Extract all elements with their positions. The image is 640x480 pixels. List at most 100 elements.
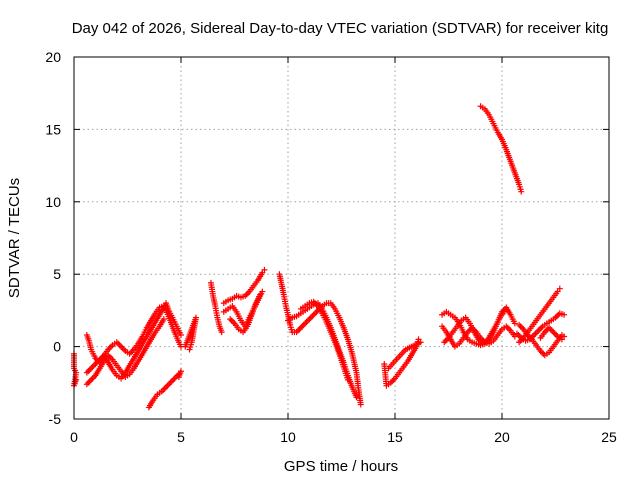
data-layer: [71, 103, 568, 411]
data-point: [119, 345, 126, 352]
x-tick-label: 0: [70, 429, 78, 445]
series-arc-j: [227, 291, 264, 336]
data-point: [163, 384, 170, 391]
data-point: [551, 330, 558, 337]
data-point: [294, 327, 301, 334]
data-point: [171, 375, 178, 382]
data-point: [88, 365, 95, 372]
data-point: [167, 379, 174, 386]
data-point: [116, 342, 123, 349]
data-point: [120, 346, 127, 353]
data-point: [90, 362, 97, 369]
data-point: [501, 308, 508, 315]
data-point: [170, 376, 177, 383]
data-point: [385, 365, 392, 372]
series-arc-e: [145, 368, 184, 411]
data-point: [228, 317, 235, 324]
data-point: [390, 376, 397, 383]
data-point: [504, 324, 511, 331]
data-point: [550, 329, 557, 336]
x-axis-label: GPS time / hours: [284, 458, 398, 475]
series-arc-u: [513, 310, 568, 344]
data-point: [257, 291, 264, 298]
data-point: [555, 311, 562, 318]
data-point: [442, 337, 449, 344]
x-tick-label: 25: [601, 429, 617, 445]
data-point: [561, 333, 568, 340]
data-point: [536, 326, 543, 333]
data-point: [106, 345, 113, 352]
series-arc-d: [83, 316, 167, 388]
x-tick-label: 15: [387, 429, 403, 445]
series-arc-a: [71, 350, 80, 389]
data-point: [230, 318, 237, 325]
series-arc-k: [276, 271, 364, 408]
data-point: [245, 290, 252, 297]
data-point: [83, 369, 90, 376]
y-tick-label: 20: [45, 49, 61, 65]
data-point: [88, 376, 95, 383]
data-point: [516, 321, 523, 328]
data-point: [515, 332, 522, 339]
data-point: [89, 363, 96, 370]
data-point: [85, 368, 92, 375]
data-point: [165, 381, 172, 388]
data-point: [186, 346, 193, 353]
series-arc-h: [220, 266, 268, 307]
data-point: [389, 378, 396, 385]
data-point: [511, 320, 518, 327]
data-point: [307, 314, 314, 321]
data-point: [535, 327, 542, 334]
data-point: [543, 327, 550, 334]
data-point: [227, 316, 234, 323]
data-point: [86, 378, 93, 385]
data-point: [218, 329, 225, 336]
data-point: [547, 326, 554, 333]
data-point: [83, 381, 90, 388]
data-point: [299, 323, 306, 330]
data-point: [309, 313, 316, 320]
y-tick-label: 15: [45, 121, 61, 137]
data-point: [344, 376, 351, 383]
series-arc-r: [477, 103, 525, 195]
series-arc-g: [207, 279, 225, 336]
data-point: [548, 327, 555, 334]
data-point: [168, 378, 175, 385]
data-point: [357, 401, 364, 408]
data-point: [161, 385, 168, 392]
y-tick-label: 5: [53, 266, 61, 282]
data-point: [302, 320, 309, 327]
x-tick-label: 10: [280, 429, 296, 445]
data-point: [533, 329, 540, 336]
data-point: [306, 316, 313, 323]
data-point: [164, 382, 171, 389]
data-point: [296, 326, 303, 333]
data-point: [297, 324, 304, 331]
data-point: [441, 339, 448, 346]
series-arc-n: [381, 336, 424, 389]
data-point: [303, 318, 310, 325]
series-arc-m: [297, 298, 351, 383]
x-tick-label: 5: [177, 429, 185, 445]
data-point: [85, 379, 92, 386]
data-point: [108, 343, 115, 350]
data-point: [310, 311, 317, 318]
tick-layer: 0 5 10 15 20 25 -5 0 5 10 15 20: [45, 49, 617, 445]
data-point: [517, 323, 524, 330]
data-point: [556, 285, 563, 292]
chart-title: Day 042 of 2026, Sidereal Day-to-day VTE…: [72, 20, 609, 37]
data-point: [532, 330, 539, 337]
data-point: [175, 374, 182, 381]
data-point: [261, 266, 268, 273]
data-point: [160, 316, 167, 323]
data-point: [353, 394, 360, 401]
data-point: [300, 321, 307, 328]
data-point: [160, 387, 167, 394]
data-point: [178, 332, 184, 339]
series-arc-q: [441, 308, 508, 347]
data-point: [92, 360, 99, 367]
series-arc-b: [83, 303, 184, 366]
series-arc-c: [83, 300, 184, 382]
y-tick-label: -5: [49, 411, 62, 427]
